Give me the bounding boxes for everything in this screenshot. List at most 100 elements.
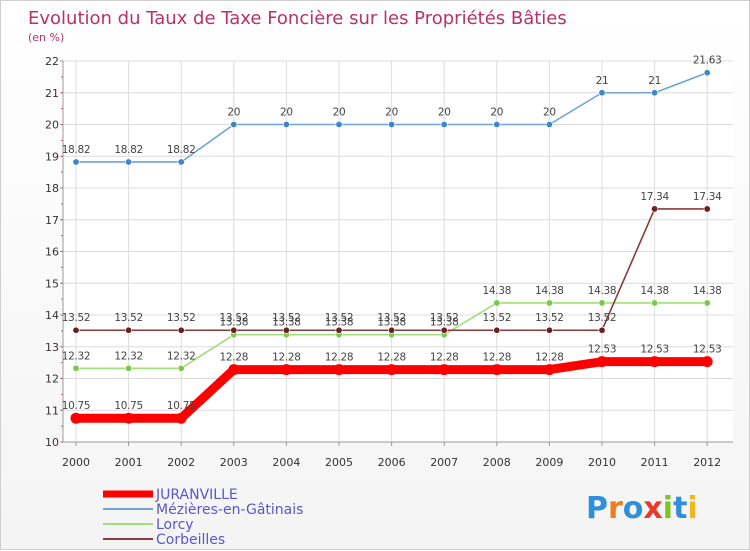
data-point (125, 364, 133, 372)
data-label: 20 (280, 107, 293, 119)
data-label: 13.38 (220, 317, 249, 329)
data-point (230, 121, 238, 129)
x-tick-label: 2011 (641, 456, 669, 469)
logo-letter: t (673, 491, 687, 526)
logo-letter: P (586, 491, 608, 526)
logo-letter: i (687, 491, 697, 526)
data-label: 12.28 (430, 352, 459, 364)
data-point (125, 326, 133, 334)
data-point (282, 121, 290, 129)
data-label: 12.28 (535, 352, 564, 364)
data-point (651, 205, 659, 213)
y-tick-label: 19 (45, 150, 59, 163)
data-label: 20 (490, 107, 503, 119)
data-label: 21.63 (693, 55, 722, 67)
data-label: 13.52 (167, 312, 196, 324)
data-label: 13.52 (430, 312, 459, 324)
data-point (72, 326, 80, 334)
data-label: 13.38 (430, 317, 459, 329)
data-point (125, 158, 133, 166)
data-label: 12.32 (167, 350, 196, 362)
x-tick-label: 2004 (272, 456, 300, 469)
data-label: 13.52 (272, 312, 301, 324)
data-point (123, 412, 135, 424)
data-label: 12.28 (220, 352, 249, 364)
data-point (598, 89, 606, 97)
y-tick-label: 22 (45, 55, 59, 68)
data-label: 10.75 (62, 400, 91, 412)
data-label: 14.38 (640, 285, 669, 297)
logo-text: Proxiti (586, 491, 698, 526)
data-label: 18.82 (62, 144, 91, 156)
data-label: 18.82 (167, 144, 196, 156)
data-point (703, 69, 711, 77)
data-point (651, 299, 659, 307)
data-label: 13.38 (377, 317, 406, 329)
data-point (230, 326, 238, 334)
data-label: 13.52 (377, 312, 406, 324)
y-tick-label: 17 (45, 214, 59, 227)
data-point (388, 121, 396, 129)
data-point (701, 356, 713, 368)
data-point (545, 121, 553, 129)
data-label: 12.53 (693, 344, 722, 356)
data-point (598, 299, 606, 307)
label-layer: 18.82 18.82 18.82 20 20 20 20 20 20 20 21 21 21.63 12… (62, 55, 723, 412)
data-label: 20 (543, 107, 556, 119)
y-tick-label: 12 (45, 373, 59, 386)
data-point (703, 299, 711, 307)
y-tick-label: 11 (45, 404, 59, 417)
data-point (651, 89, 659, 97)
data-label: 13.52 (220, 312, 249, 324)
logo-letter: o (623, 491, 644, 526)
data-label: 12.28 (272, 352, 301, 364)
data-point (545, 299, 553, 307)
data-point (493, 326, 501, 334)
y-tick-label: 14 (45, 309, 59, 322)
x-tick-label: 2001 (115, 456, 143, 469)
data-point (335, 121, 343, 129)
data-label: 13.52 (483, 312, 512, 324)
data-label: 21 (596, 75, 609, 87)
data-label: 17.34 (693, 191, 722, 203)
logo-letter: x (643, 491, 662, 526)
data-label: 20 (385, 107, 398, 119)
data-point (386, 364, 398, 376)
legend-label: Mézières-en-Gâtinais (156, 502, 303, 518)
data-point (438, 364, 450, 376)
data-label: 13.38 (325, 317, 354, 329)
data-point (545, 326, 553, 334)
y-tick-label: 10 (45, 436, 59, 449)
data-point (596, 356, 608, 368)
data-point (72, 158, 80, 166)
y-tick-label: 13 (45, 341, 59, 354)
data-label: 10.75 (114, 400, 143, 412)
chart-subtitle: (en %) (28, 31, 64, 44)
data-point (543, 364, 555, 376)
x-tick-label: 2003 (220, 456, 248, 469)
chart-title: Evolution du Taux de Taxe Foncière sur l… (28, 8, 567, 29)
data-label: 12.32 (62, 350, 91, 362)
grid-layer (63, 60, 733, 443)
data-point (175, 412, 187, 424)
data-label: 20 (438, 107, 451, 119)
y-tick-label: 20 (45, 119, 59, 132)
data-point (493, 299, 501, 307)
data-label: 12.28 (325, 352, 354, 364)
data-label: 13.52 (535, 312, 564, 324)
data-point (228, 364, 240, 376)
data-label: 21 (648, 75, 661, 87)
data-label: 13.38 (272, 317, 301, 329)
data-point (388, 326, 396, 334)
data-point (440, 121, 448, 129)
data-point (335, 326, 343, 334)
data-point (280, 364, 292, 376)
x-tick-label: 2000 (62, 456, 90, 469)
data-label: 14.38 (693, 285, 722, 297)
data-point (72, 364, 80, 372)
data-label: 14.38 (535, 285, 564, 297)
data-label: 14.38 (588, 285, 617, 297)
y-tick-label: 16 (45, 246, 59, 259)
data-label: 12.53 (588, 344, 617, 356)
